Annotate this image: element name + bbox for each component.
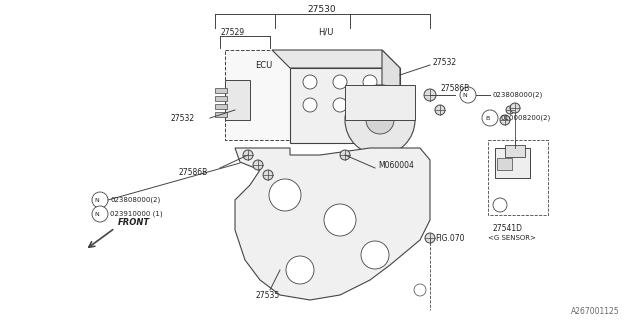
Circle shape xyxy=(500,115,510,125)
Circle shape xyxy=(435,105,445,115)
Circle shape xyxy=(333,98,347,112)
Text: A267001125: A267001125 xyxy=(572,308,620,316)
Text: ECU: ECU xyxy=(255,60,272,69)
Circle shape xyxy=(414,284,426,296)
Text: 27586B: 27586B xyxy=(178,167,207,177)
Bar xyxy=(225,80,250,120)
Text: FRONT: FRONT xyxy=(118,218,150,227)
Circle shape xyxy=(345,85,415,155)
Circle shape xyxy=(424,89,436,101)
Bar xyxy=(290,68,400,143)
Text: B: B xyxy=(485,116,489,121)
Circle shape xyxy=(506,106,514,114)
Text: N: N xyxy=(463,92,467,98)
Text: 27586B: 27586B xyxy=(440,84,469,92)
Circle shape xyxy=(92,206,108,222)
Circle shape xyxy=(363,98,377,112)
Circle shape xyxy=(366,106,394,134)
Bar xyxy=(215,112,227,117)
Bar xyxy=(495,148,530,178)
Circle shape xyxy=(363,75,377,89)
Bar xyxy=(497,158,512,170)
Circle shape xyxy=(361,241,389,269)
Circle shape xyxy=(92,192,108,208)
Circle shape xyxy=(482,110,498,126)
Bar xyxy=(225,50,315,140)
Circle shape xyxy=(263,170,273,180)
Circle shape xyxy=(303,75,317,89)
Circle shape xyxy=(269,179,301,211)
Bar xyxy=(505,145,525,157)
Circle shape xyxy=(333,75,347,89)
Text: M060004: M060004 xyxy=(378,161,414,170)
Text: <G SENSOR>: <G SENSOR> xyxy=(488,235,536,241)
Bar xyxy=(345,85,415,120)
Text: N: N xyxy=(95,197,99,203)
Circle shape xyxy=(493,198,507,212)
Text: FIG.070: FIG.070 xyxy=(435,234,465,243)
Text: 023808000(2): 023808000(2) xyxy=(110,197,160,203)
Bar xyxy=(215,96,227,101)
Text: 023910000 (1): 023910000 (1) xyxy=(110,211,163,217)
Circle shape xyxy=(253,160,263,170)
Bar xyxy=(488,140,548,215)
Circle shape xyxy=(303,98,317,112)
Polygon shape xyxy=(272,50,400,68)
Circle shape xyxy=(324,204,356,236)
Text: 27530: 27530 xyxy=(308,4,336,13)
Text: 27535: 27535 xyxy=(255,291,279,300)
Text: 27532: 27532 xyxy=(170,114,194,123)
Text: N: N xyxy=(95,212,99,217)
Circle shape xyxy=(340,150,350,160)
Text: 27532: 27532 xyxy=(432,58,456,67)
Circle shape xyxy=(510,103,520,113)
Polygon shape xyxy=(235,148,430,300)
Polygon shape xyxy=(382,50,400,143)
Text: 010008200(2): 010008200(2) xyxy=(500,115,550,121)
Text: 023808000(2): 023808000(2) xyxy=(492,92,542,98)
Text: 27541D: 27541D xyxy=(492,223,522,233)
Circle shape xyxy=(243,150,253,160)
Circle shape xyxy=(286,256,314,284)
Text: H/U: H/U xyxy=(318,28,333,36)
Bar xyxy=(215,104,227,109)
Bar xyxy=(215,88,227,93)
Circle shape xyxy=(460,87,476,103)
Circle shape xyxy=(425,233,435,243)
Text: 27529: 27529 xyxy=(220,28,244,36)
